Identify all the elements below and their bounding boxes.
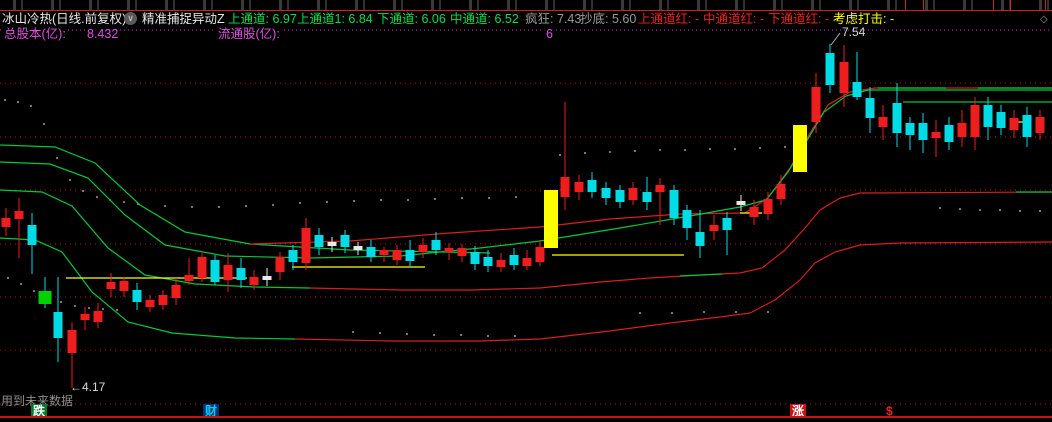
total-shares-label: 总股本(亿): bbox=[2, 26, 68, 42]
expand-diamond-icon[interactable]: ◇ bbox=[1040, 14, 1048, 25]
param-上通道1: 上通道1: 6.84 bbox=[297, 12, 373, 26]
top-tick bbox=[1045, 0, 1046, 10]
float-shares-label: 流通股(亿): bbox=[216, 26, 282, 42]
indicator-name: 精准捕捉异动Z bbox=[142, 12, 225, 26]
peak-annotation: 7.54 bbox=[842, 25, 866, 39]
marker-badge-0: 跌 bbox=[31, 404, 48, 418]
param-中通道红: 中通道红: - bbox=[703, 12, 765, 26]
param-下通道红: 下通道红: - bbox=[768, 12, 830, 26]
float-shares-value: 6 bbox=[544, 26, 555, 42]
param-考虑打击: 考虑打击: - bbox=[833, 12, 895, 26]
param-下通道: 下通道: 6.06 bbox=[377, 12, 446, 26]
param-疯狂: 疯狂: 7.43 bbox=[525, 12, 582, 26]
param-上通道: 上通道: 6.97 bbox=[228, 12, 297, 26]
param-中通道: 中通道: 6.52 bbox=[450, 12, 519, 26]
top-tick bbox=[1010, 0, 1011, 10]
top-tick bbox=[993, 0, 994, 10]
param-上通道红: 上通道红: - bbox=[638, 12, 700, 26]
top-tick bbox=[905, 0, 906, 10]
chart-title: 冰山冷热(日线.前复权) bbox=[2, 12, 127, 26]
trough-annotation: ←4.17 bbox=[70, 380, 106, 394]
future-data-warning: 用到未来数据 bbox=[1, 394, 74, 408]
header-separator-line bbox=[0, 10, 1052, 11]
marker-badge-2: 涨 bbox=[790, 404, 807, 418]
marker-badge-3: $ bbox=[886, 404, 893, 418]
marker-badge-1: 财 bbox=[203, 404, 220, 418]
top-tick bbox=[923, 0, 924, 10]
chevron-down-icon[interactable]: ∨ bbox=[124, 12, 137, 25]
total-shares-value: 8.432 bbox=[85, 26, 121, 42]
top-clipped-row bbox=[0, 0, 1052, 10]
share-info-row: 总股本(亿): 8.432 流通股(亿): 6 bbox=[0, 26, 1052, 42]
bottom-border-line bbox=[0, 416, 1052, 418]
param-抄底: 抄底: 5.60 bbox=[580, 12, 637, 26]
indicator-header: 冰山冷热(日线.前复权) ∨ 精准捕捉异动Z 上通道: 6.97 上通道1: 6.… bbox=[0, 11, 1052, 27]
